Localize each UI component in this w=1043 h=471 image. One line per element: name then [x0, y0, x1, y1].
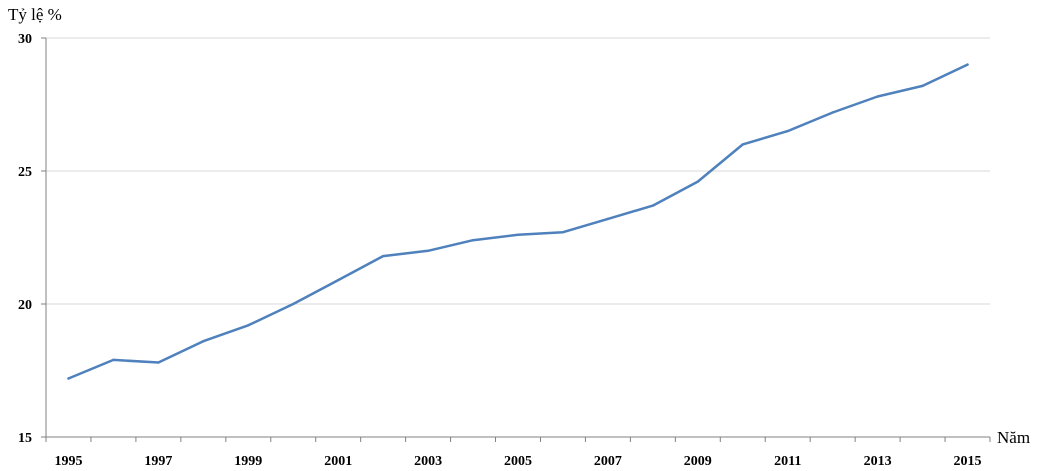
data-point: [157, 361, 160, 364]
x-tick-label: 2009: [684, 454, 712, 469]
data-point: [112, 358, 115, 362]
y-tick-label: 15: [18, 431, 32, 446]
grid-lines: [46, 37, 990, 305]
y-axis-title: Tỷ lệ %: [8, 5, 62, 24]
series-group: [67, 63, 969, 380]
data-point: [336, 278, 340, 282]
y-tick-label: 30: [18, 32, 32, 47]
data-point: [651, 204, 655, 207]
data-point: [786, 129, 789, 133]
data-point: [606, 217, 610, 221]
data-point: [292, 302, 295, 306]
x-tick-labels: 1995 1997 1999 2001 2003 2005 2007 2009 2011 2013…: [54, 454, 981, 469]
x-tick-label: 2005: [504, 454, 532, 469]
data-point: [741, 143, 744, 146]
data-point: [561, 230, 565, 234]
data-point: [831, 111, 834, 114]
x-tick-label: 1997: [144, 454, 172, 469]
data-point: [471, 238, 475, 242]
x-axis-title: Năm: [997, 428, 1030, 447]
data-point: [966, 63, 969, 66]
data-point: [202, 340, 205, 343]
data-point: [247, 324, 250, 327]
x-tick-label: 2007: [594, 454, 622, 469]
x-tick-label: 1999: [234, 454, 262, 469]
data-point: [516, 233, 520, 237]
data-point: [921, 84, 924, 88]
y-tick-label: 25: [18, 165, 32, 180]
data-point: [876, 95, 879, 98]
x-tick-label: 2011: [774, 454, 801, 469]
y-tick-labels: 15 20 25 30: [18, 32, 32, 446]
x-tick-label: 2013: [864, 454, 892, 469]
y-tick-label: 20: [18, 298, 32, 313]
data-point: [426, 249, 430, 252]
x-tick-label: 1995: [54, 454, 82, 469]
x-tick-marks: [41, 37, 991, 442]
data-point: [67, 377, 70, 380]
data-point: [696, 180, 700, 183]
axes: [45, 38, 990, 438]
x-tick-label: 2015: [954, 454, 982, 469]
data-point: [381, 254, 385, 258]
x-tick-label: 2003: [414, 454, 442, 469]
x-tick-label: 2001: [324, 454, 352, 469]
